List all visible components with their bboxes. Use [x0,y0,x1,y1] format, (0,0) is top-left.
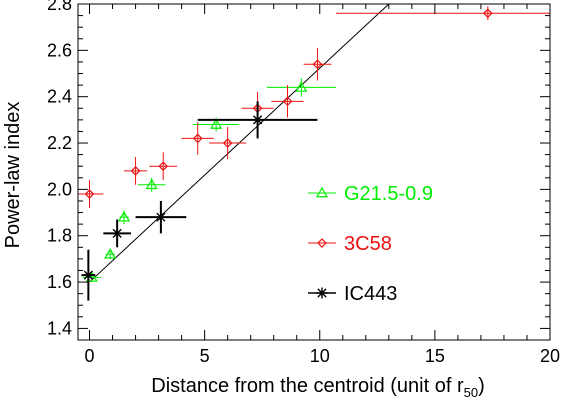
x-axis-label: Distance from the centroid (unit of r50) [151,375,485,400]
y-tick-label: 2.2 [47,133,72,153]
point-marker [111,227,123,239]
y-tick-label: 2.6 [47,40,72,60]
y-tick-label: 2.4 [47,87,72,107]
y-tick-label: 2.0 [47,179,72,199]
y-tick-label: 2.8 [47,0,72,14]
data-point [124,156,148,185]
plot-frame [77,3,551,341]
point-marker-d2 [156,212,166,222]
legend-marker [316,287,328,299]
point-marker [155,211,167,223]
x-tick-label: 5 [200,346,210,366]
data-point [135,200,187,234]
point-marker [482,8,493,19]
point-marker [210,118,223,129]
y-axis-label: Power-law index [2,102,24,249]
data-point [137,177,166,192]
legend-marker-d2 [317,288,327,298]
data-point [335,6,550,21]
data-point [78,180,104,208]
point-marker [282,96,293,107]
x-axis-label-close: ) [478,375,485,397]
legend-label: 3C58 [344,233,392,255]
x-axis-label-subscript: 50 [464,385,478,400]
y-tick-label: 1.8 [47,226,72,246]
legend-entry: IC443 [308,283,397,305]
point-marker [145,178,158,190]
data-point [303,48,332,81]
point-marker-d2 [252,115,263,125]
data-point [149,152,178,181]
legend-label: G21.5-0.9 [344,183,433,205]
point-marker [312,59,323,70]
legend: G21.5-0.9 3C58 IC443 [308,183,433,305]
data-point [209,126,247,160]
x-axis-label-main: Distance from the centroid (unit of r [151,375,464,397]
point-marker [104,248,117,259]
data-point [103,219,131,248]
point-marker [82,269,94,281]
point-marker [222,138,233,148]
data-point [266,78,336,97]
point-marker [252,114,264,126]
plot-content [78,4,550,301]
axis-ticks: 0 5 10 15 20 1.4 1.6 1.8 2.0 2.2 2.4 2.6 2.8 [47,0,560,366]
axes-frame [77,3,551,341]
point-marker-d2 [112,228,122,239]
point-marker-d2 [83,270,93,280]
point-marker [84,189,95,199]
data-point [197,101,318,139]
legend-label: IC443 [344,283,397,305]
legend-entry: 3C58 [308,233,392,255]
point-marker [295,81,308,92]
data-point [271,85,304,118]
data-point [81,249,96,301]
x-tick-label: 10 [310,346,330,366]
series-ic443 [81,101,318,301]
legend-marker [315,186,329,198]
y-tick-label: 1.6 [47,272,72,292]
clipped-data [78,4,550,301]
y-tick-label: 1.4 [47,318,72,338]
data-point [118,210,131,225]
series-g21-5-0-9 [82,78,336,283]
x-tick-label: 20 [540,346,560,366]
x-tick-label: 0 [85,346,95,366]
point-marker [158,161,169,172]
point-marker [130,165,141,176]
series-3c58 [78,6,550,208]
point-marker [118,210,131,222]
data-point [181,122,214,155]
data-point [104,248,117,259]
legend-entry: G21.5-0.9 [308,183,433,205]
point-marker [192,133,203,144]
legend-marker [317,238,327,248]
x-tick-label: 15 [425,346,445,366]
